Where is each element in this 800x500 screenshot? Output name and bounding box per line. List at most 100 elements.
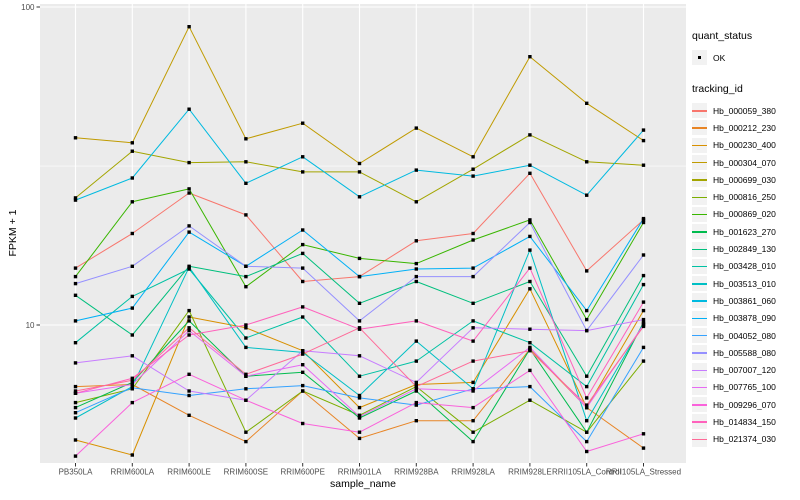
data-point (471, 387, 475, 391)
data-point (357, 274, 362, 279)
x-tick-label: RRII105LA_Control (552, 468, 622, 477)
legend-item-Hb_021374_030: Hb_021374_030 (692, 431, 798, 448)
legend-item-Hb_005588_080: Hb_005588_080 (692, 344, 798, 361)
data-point (641, 216, 646, 221)
data-point (244, 372, 248, 376)
data-point (130, 294, 134, 299)
data-point (528, 163, 532, 167)
series-label: Hb_021374_030 (713, 434, 776, 445)
legend-item-Hb_003513_010: Hb_003513_010 (692, 275, 798, 292)
series-label: Hb_004052_080 (713, 330, 776, 341)
data-point (73, 411, 78, 415)
data-point (244, 398, 248, 402)
series-color-key (692, 276, 707, 292)
data-point (130, 386, 134, 390)
data-point (585, 419, 589, 423)
data-point (585, 449, 589, 454)
data-point (73, 293, 78, 297)
series-color-key (692, 362, 707, 378)
data-point (73, 416, 78, 420)
series-color-key (692, 224, 707, 240)
data-point (528, 234, 532, 239)
data-point (528, 345, 532, 350)
data-point (301, 305, 305, 309)
data-point (585, 101, 589, 105)
data-point (357, 414, 362, 419)
data-point (73, 196, 78, 200)
legend-item-Hb_003878_090: Hb_003878_090 (692, 310, 798, 327)
data-point (301, 121, 305, 125)
data-point (73, 198, 78, 202)
data-point (471, 274, 475, 279)
data-point (528, 133, 532, 137)
series-color-key (692, 241, 707, 257)
series-color-line-icon (692, 352, 707, 354)
legend-item-Hb_000230_400: Hb_000230_400 (692, 137, 798, 154)
legend-item-Hb_000699_030: Hb_000699_030 (692, 171, 798, 188)
data-point (130, 141, 134, 145)
x-tick-label: RRIM600LA (111, 468, 155, 477)
data-point (301, 155, 305, 159)
data-point (585, 430, 589, 434)
data-point (187, 187, 191, 191)
data-point (187, 107, 191, 111)
data-point (130, 400, 134, 405)
data-point (301, 251, 305, 256)
data-point (244, 374, 248, 378)
data-point (357, 396, 362, 400)
series-label: Hb_007765_100 (713, 382, 776, 393)
data-point (301, 349, 305, 353)
series-color-key (692, 206, 707, 222)
series-label: Hb_002849_130 (713, 244, 776, 255)
data-point (301, 370, 305, 374)
data-point (244, 439, 248, 444)
data-point (357, 170, 362, 174)
data-point (187, 224, 191, 228)
data-point (187, 393, 191, 398)
series-color-key (692, 345, 707, 361)
series-color-line-icon (692, 144, 707, 147)
data-point (357, 326, 362, 330)
legend-title-quant-status: quant_status (692, 30, 753, 42)
data-point (357, 436, 362, 441)
legend-item-Hb_000212_230: Hb_000212_230 (692, 119, 798, 136)
data-point (357, 256, 362, 261)
data-point (471, 174, 475, 178)
series-color-line-icon (692, 386, 707, 389)
data-point (585, 317, 589, 322)
data-point (73, 266, 78, 270)
x-tick-label: RRIM928LE (508, 468, 552, 477)
data-point (585, 269, 589, 273)
data-point (528, 171, 532, 175)
data-point (73, 454, 78, 458)
data-point (244, 181, 248, 185)
data-point (585, 403, 589, 407)
series-color-line-icon (692, 213, 707, 216)
data-point (73, 389, 78, 393)
data-point (187, 333, 191, 337)
data-point (130, 264, 134, 268)
data-point (585, 405, 589, 410)
legend-tracking-items: Hb_000059_380 Hb_000212_230 Hb_000230_400 H… (692, 102, 798, 448)
series-label: Hb_001623_270 (713, 226, 776, 237)
data-point (528, 398, 532, 402)
x-tick-label: RRIM901LA (338, 468, 382, 477)
data-point (585, 396, 589, 400)
data-point (414, 279, 418, 284)
ok-point-key (692, 50, 707, 65)
data-point (73, 341, 78, 345)
legend-item-Hb_009296_070: Hb_009296_070 (692, 396, 798, 413)
data-point (357, 430, 362, 434)
data-point (73, 405, 78, 410)
data-point (414, 389, 418, 393)
x-tick-label: RRIM600SE (224, 468, 268, 477)
data-point (130, 380, 134, 385)
series-color-line-icon (692, 317, 707, 320)
data-point (244, 213, 248, 217)
data-point (244, 336, 248, 340)
data-point (357, 301, 362, 305)
x-tick-label: RRIM600LE (167, 468, 211, 477)
data-point (585, 374, 589, 378)
data-point (414, 419, 418, 423)
